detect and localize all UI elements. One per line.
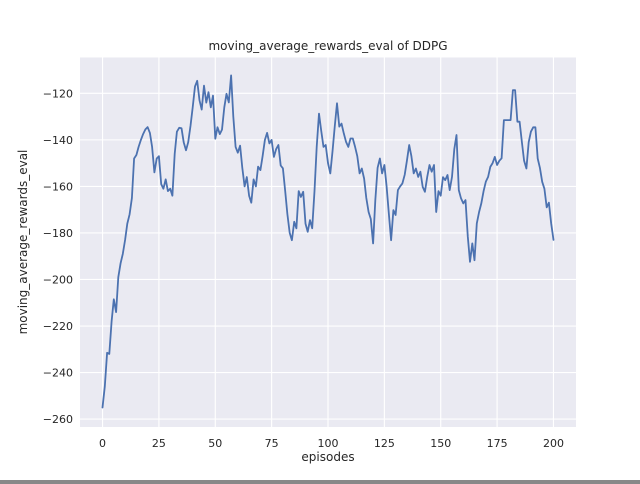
- x-gridlines: [101, 57, 555, 427]
- y-tick-label: −200: [43, 273, 73, 286]
- x-tick-label: 125: [374, 437, 395, 450]
- x-tick-label: 100: [318, 437, 339, 450]
- x-tick-label: 150: [430, 437, 451, 450]
- x-tick-labels: 0 25 50 75 100 125 150 175 200: [99, 437, 564, 450]
- series-group: [101, 74, 555, 409]
- x-tick-label: 200: [543, 437, 564, 450]
- y-axis-label: moving_average_rewards_eval: [16, 150, 30, 335]
- y-tick-label: −120: [43, 87, 73, 100]
- x-tick-label: 50: [208, 437, 222, 450]
- x-tick-label: 75: [265, 437, 279, 450]
- y-tick-label: −180: [43, 227, 73, 240]
- x-tick-label: 25: [152, 437, 166, 450]
- x-tick-label: 0: [99, 437, 106, 450]
- y-tick-label: −240: [43, 367, 73, 380]
- y-tick-label: −140: [43, 134, 73, 147]
- x-axis-label: episodes: [301, 450, 354, 464]
- y-tick-label: −160: [43, 180, 73, 193]
- y-tick-label: −220: [43, 320, 73, 333]
- y-tick-label: −260: [43, 413, 73, 426]
- y-tick-labels: −260 −240 −220 −200 −180 −160 −140 −120: [43, 87, 73, 426]
- series-line: [101, 74, 555, 409]
- chart-title: moving_average_rewards_eval of DDPG: [208, 39, 447, 53]
- x-tick-label: 175: [487, 437, 508, 450]
